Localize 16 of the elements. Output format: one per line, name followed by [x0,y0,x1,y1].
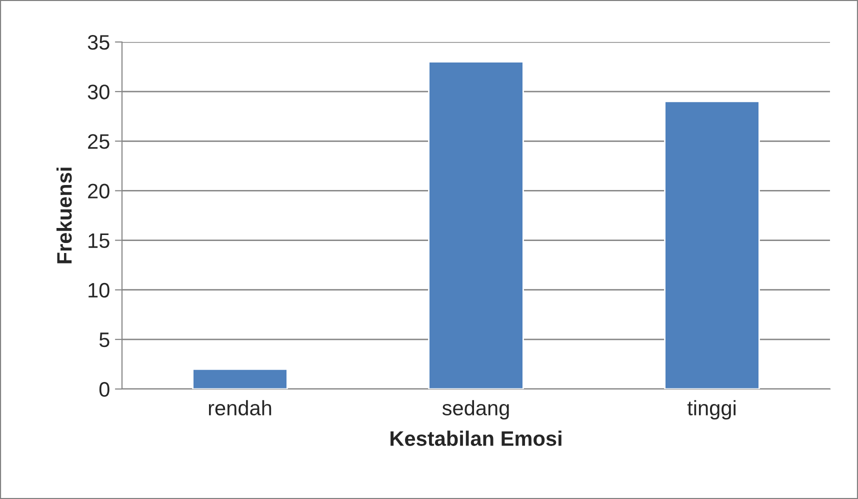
y-tick-label: 20 [88,184,110,198]
y-tick-label: 30 [88,84,110,100]
bar [664,100,760,389]
bar [428,61,524,389]
x-axis-title: Kestabilan Emosi [390,430,562,446]
bar [192,368,288,389]
x-tick-label: rendah [208,400,272,416]
x-tick-label: tinggi [687,400,736,420]
y-axis-title: Frekuensi [56,168,72,264]
y-tick-label: 5 [99,332,110,348]
y-tick-label: 15 [88,234,110,248]
x-tick-label: sedang [442,400,509,420]
y-tick-label: 25 [88,134,110,149]
y-tick-label: 0 [99,382,110,397]
y-tick-label: 10 [88,282,110,298]
y-tick-label: 35 [88,35,110,50]
